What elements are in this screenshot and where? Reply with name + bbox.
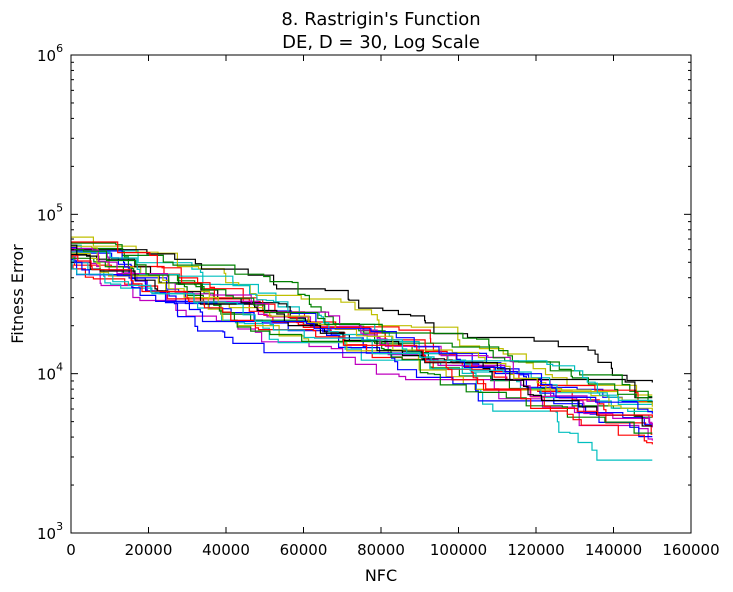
series-line <box>71 251 653 405</box>
x-tick-label: 140000 <box>585 541 642 559</box>
series-line <box>71 252 653 407</box>
chart-title: 8. Rastrigin's Function <box>281 9 480 30</box>
series-line <box>71 261 653 414</box>
series-line <box>71 251 653 441</box>
y-tick-exponent: 6 <box>56 42 63 55</box>
series-line <box>71 257 653 434</box>
series-line <box>71 255 653 418</box>
series-line <box>71 236 653 396</box>
y-tick-exponent: 5 <box>56 201 63 214</box>
y-tick-exponent: 4 <box>56 361 63 374</box>
y-axis-label: Fitness Error <box>8 244 27 344</box>
x-tick-label: 40000 <box>202 541 250 559</box>
series-line <box>71 244 653 427</box>
x-tick-label: 80000 <box>357 541 405 559</box>
y-tick-base: 10 <box>37 47 56 65</box>
series-layer <box>71 236 653 461</box>
y-tick-exponent: 3 <box>56 520 63 533</box>
y-tick-label: 104 <box>37 361 63 384</box>
series-line <box>71 247 653 428</box>
series-line <box>71 246 653 425</box>
chart-subtitle: DE, D = 30, Log Scale <box>282 32 480 53</box>
y-tick-base: 10 <box>37 366 56 384</box>
series-line <box>71 241 653 445</box>
x-tick-label: 0 <box>66 541 76 559</box>
y-tick-base: 10 <box>37 525 56 543</box>
x-tick-label: 60000 <box>280 541 328 559</box>
x-tick-label: 20000 <box>125 541 173 559</box>
series-line <box>71 249 653 383</box>
x-tick-label: 160000 <box>662 541 719 559</box>
series-line <box>71 249 653 403</box>
y-tick-label: 105 <box>37 201 63 224</box>
x-tick-label: 120000 <box>507 541 564 559</box>
y-tick-label: 103 <box>37 520 63 543</box>
series-line <box>71 260 653 401</box>
series-line <box>71 255 653 412</box>
x-tick-label: 100000 <box>430 541 487 559</box>
x-axis: 0 20000 40000 60000 80000 100000 120000 140000 1… <box>66 55 720 559</box>
y-tick-label: 106 <box>37 42 63 65</box>
x-axis-label: NFC <box>365 566 397 585</box>
y-tick-base: 10 <box>37 206 56 224</box>
